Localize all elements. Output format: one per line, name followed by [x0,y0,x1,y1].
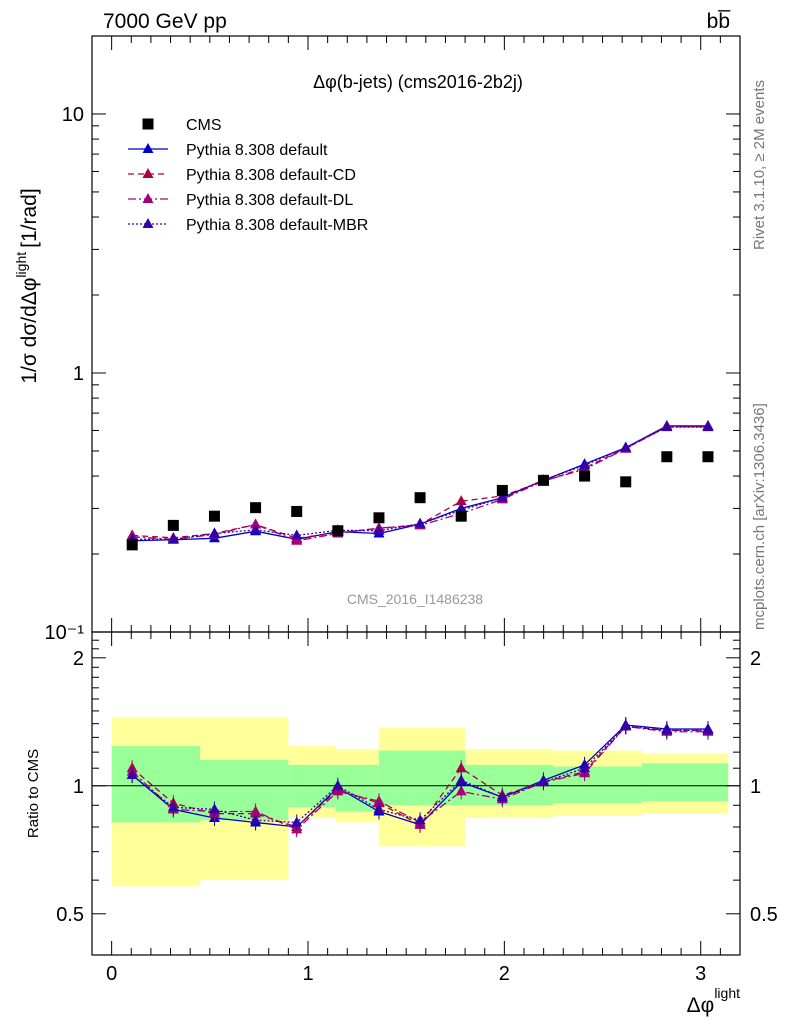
legend-label: CMS [186,117,222,134]
series-marker [414,517,426,528]
watermark: CMS_2016_I1486238 [347,591,483,607]
band-inner [378,750,466,806]
ratio-y-tick-label: 1 [73,776,84,798]
ratio-series-marker [496,791,508,802]
series-marker [620,441,632,452]
series-marker [250,523,262,534]
ratio-series-marker [167,801,179,812]
legend-label: Pythia 8.308 default-MBR [186,217,368,234]
series-marker [167,533,179,544]
y-axis-label-unit: [1/rad] [18,188,41,248]
ratio-series-marker [661,724,673,735]
data-point [332,525,344,537]
band-inner [641,763,729,802]
data-point [537,474,549,486]
ratio-series-marker [126,769,138,780]
ratio-series-marker [702,724,714,735]
main-panel: 10⁻¹ 1 10 1/σ dσ/dΔφlight [1/rad] Δφ(b-jets) … [13,35,741,644]
y-axis-label: 1/σ dσ/dΔφlight [1/rad] [13,188,41,383]
band-inner [111,746,200,823]
data-point [620,476,632,488]
ratio-y-tick-label-right: 0.5 [750,904,778,926]
y-tick-label: 10⁻¹ [45,622,85,644]
band-inner [553,766,642,804]
legend-marker [142,143,154,153]
ratio-series-marker [455,774,467,785]
process-label: bb̅ [707,10,732,33]
series-marker [661,421,673,432]
ratio-series-marker [414,814,426,825]
ratio-series-marker [620,720,632,731]
x-tick-label: 3 [695,963,706,985]
data-point [291,505,303,517]
data-point [455,510,467,522]
x-tick-label: 2 [499,963,510,985]
data-point [167,519,179,531]
ratio-series-marker [208,803,220,814]
x-axis-label: Δφlight [687,985,740,1017]
x-tick-label: 1 [302,963,313,985]
series-marker [291,534,303,545]
y-tick-label: 10 [62,104,84,126]
series-marker [250,518,262,529]
y-axis-label-sup: light [13,252,29,278]
legend-marker [142,193,154,203]
series-marker [455,495,467,506]
mcplots-label: mcplots.cern.ch [arXiv:1306.3436] [751,403,768,630]
data-point [579,470,591,482]
ratio-y-tick-label-right: 1 [750,776,761,798]
ratio-y-axis-label: Ratio to CMS [25,749,42,838]
x-axis-label-main: Δφ [687,994,715,1017]
legend-label: Pythia 8.308 default [186,142,328,159]
ratio-y-tick-label: 2 [73,648,84,670]
ratio-series-marker [537,776,549,787]
data-point [373,512,385,524]
data-point [702,451,714,463]
ratio-y-tick-label: 0.5 [56,904,84,926]
legend-marker [142,168,154,178]
series-marker [579,459,591,470]
legend-label: Pythia 8.308 default-CD [186,167,356,184]
ratio-series-marker [373,803,385,814]
data-point [208,510,220,522]
chart-title: Δφ(b-jets) (cms2016-2b2j) [313,72,523,92]
rivet-label: Rivet 3.1.10, ≥ 2M events [751,80,768,250]
ratio-series-marker [455,785,467,796]
series-marker [208,527,220,538]
data-point [414,492,426,504]
legend-label: Pythia 8.308 default-DL [186,192,353,209]
series-marker [702,421,714,432]
series-marker [291,529,303,540]
y-axis-label-main: 1/σ dσ/dΔφ [18,278,41,384]
ratio-series-marker [373,795,385,806]
energy-label: 7000 GeV pp [103,10,227,33]
data-point [661,451,673,463]
data-point [496,484,508,496]
legend-marker-data [142,118,154,130]
data-point [250,502,262,514]
data-point [126,539,138,551]
ratio-series-marker [250,814,262,825]
ratio-series-marker [332,779,344,790]
ratio-series-marker [579,762,591,773]
ratio-panel: 0.5 0.5 1 1 2 2 0 1 2 3 Ratio to CMS Δφlight [25,631,778,1017]
series-marker [373,524,385,535]
legend-marker [142,218,154,228]
ratio-series-marker [291,816,303,827]
legend: CMS Pythia 8.308 default Pythia 8.308 defa… [128,117,368,234]
y-tick-label: 1 [73,363,84,385]
ratio-y-tick-label-right: 2 [750,648,761,670]
series-marker [496,491,508,502]
x-tick-label: 0 [106,963,117,985]
ratio-series-marker [455,762,467,773]
ratio-series-marker [250,805,262,816]
x-axis-label-sup: light [714,985,740,1001]
ratio-frame [91,631,741,956]
